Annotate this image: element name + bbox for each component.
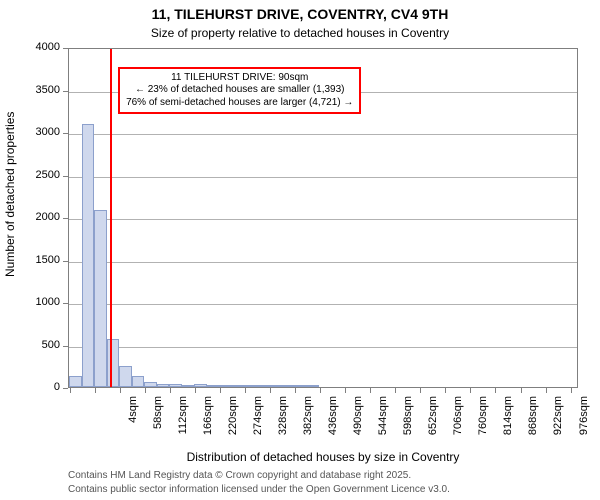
y-tick-label: 500 (0, 339, 60, 351)
x-tick-label: 922sqm (552, 396, 564, 456)
x-tick-label: 976sqm (578, 396, 590, 456)
x-tick-label: 490sqm (352, 396, 364, 456)
x-tick-mark (320, 388, 321, 393)
y-tick-label: 0 (0, 381, 60, 393)
reference-line (110, 49, 112, 387)
x-tick-mark (370, 388, 371, 393)
x-tick-mark (345, 388, 346, 393)
histogram-bar (119, 366, 132, 387)
y-tick-label: 1000 (0, 296, 60, 308)
x-tick-mark (170, 388, 171, 393)
y-tick-mark (63, 346, 68, 347)
x-tick-mark (420, 388, 421, 393)
x-tick-label: 652sqm (427, 396, 439, 456)
x-tick-mark (270, 388, 271, 393)
x-tick-mark (445, 388, 446, 393)
grid-line (69, 177, 577, 178)
histogram-bar (219, 385, 232, 387)
annotation-line: 76% of semi-detached houses are larger (… (126, 97, 353, 110)
grid-line (69, 262, 577, 263)
y-tick-mark (63, 388, 68, 389)
x-tick-mark (395, 388, 396, 393)
x-tick-label: 328sqm (277, 396, 289, 456)
grid-line (69, 347, 577, 348)
y-tick-mark (63, 133, 68, 134)
y-tick-label: 4000 (0, 41, 60, 53)
x-tick-mark (70, 388, 71, 393)
x-tick-mark (120, 388, 121, 393)
grid-line (69, 304, 577, 305)
x-tick-mark (546, 388, 547, 393)
x-tick-label: 868sqm (527, 396, 539, 456)
histogram-bar (194, 384, 207, 387)
x-tick-label: 166sqm (202, 396, 214, 456)
y-tick-mark (63, 48, 68, 49)
histogram-bar (269, 385, 282, 387)
histogram-bar (144, 382, 157, 387)
x-tick-label: 58sqm (152, 396, 164, 456)
x-tick-label: 706sqm (452, 396, 464, 456)
x-axis-label: Distribution of detached houses by size … (68, 450, 578, 464)
x-tick-label: 4sqm (127, 396, 139, 456)
x-tick-label: 598sqm (402, 396, 414, 456)
x-tick-mark (295, 388, 296, 393)
histogram-bar (69, 376, 82, 387)
grid-line (69, 219, 577, 220)
x-tick-mark (195, 388, 196, 393)
x-tick-label: 544sqm (377, 396, 389, 456)
histogram-bar (207, 385, 220, 387)
annotation-line: 11 TILEHURST DRIVE: 90sqm (126, 72, 353, 85)
chart-subtitle: Size of property relative to detached ho… (0, 26, 600, 40)
x-tick-mark (470, 388, 471, 393)
x-tick-label: 220sqm (227, 396, 239, 456)
histogram-bar (94, 210, 107, 387)
x-tick-label: 112sqm (177, 396, 189, 456)
histogram-bar (257, 385, 270, 387)
histogram-bar (182, 385, 195, 387)
annotation-line: ← 23% of detached houses are smaller (1,… (126, 84, 353, 97)
chart-title: 11, TILEHURST DRIVE, COVENTRY, CV4 9TH (0, 6, 600, 22)
histogram-bar (294, 385, 307, 387)
y-tick-label: 3500 (0, 84, 60, 96)
x-tick-mark (145, 388, 146, 393)
histogram-bar (244, 385, 257, 387)
grid-line (69, 134, 577, 135)
footer-attribution: Contains public sector information licen… (68, 484, 450, 495)
x-tick-mark (521, 388, 522, 393)
histogram-bar (157, 384, 170, 387)
x-tick-label: 382sqm (302, 396, 314, 456)
x-tick-mark (571, 388, 572, 393)
x-tick-label: 760sqm (477, 396, 489, 456)
x-tick-mark (245, 388, 246, 393)
histogram-bar (107, 339, 120, 387)
y-tick-mark (63, 261, 68, 262)
footer-attribution: Contains HM Land Registry data © Crown c… (68, 470, 411, 481)
x-tick-mark (95, 388, 96, 393)
x-tick-label: 814sqm (502, 396, 514, 456)
histogram-bar (169, 384, 182, 387)
annotation-box: 11 TILEHURST DRIVE: 90sqm← 23% of detach… (118, 67, 361, 115)
histogram-bar (307, 385, 320, 387)
y-tick-mark (63, 218, 68, 219)
y-tick-mark (63, 91, 68, 92)
histogram-bar (132, 376, 145, 387)
histogram-bar (282, 385, 295, 387)
histogram-bar (232, 385, 245, 387)
x-tick-mark (495, 388, 496, 393)
histogram-bar (82, 124, 95, 388)
y-tick-mark (63, 176, 68, 177)
y-tick-mark (63, 303, 68, 304)
property-size-chart: 11, TILEHURST DRIVE, COVENTRY, CV4 9TH Si… (0, 0, 600, 500)
x-tick-label: 274sqm (252, 396, 264, 456)
x-tick-label: 436sqm (327, 396, 339, 456)
x-tick-mark (220, 388, 221, 393)
y-axis-label: Number of detached properties (3, 157, 17, 277)
